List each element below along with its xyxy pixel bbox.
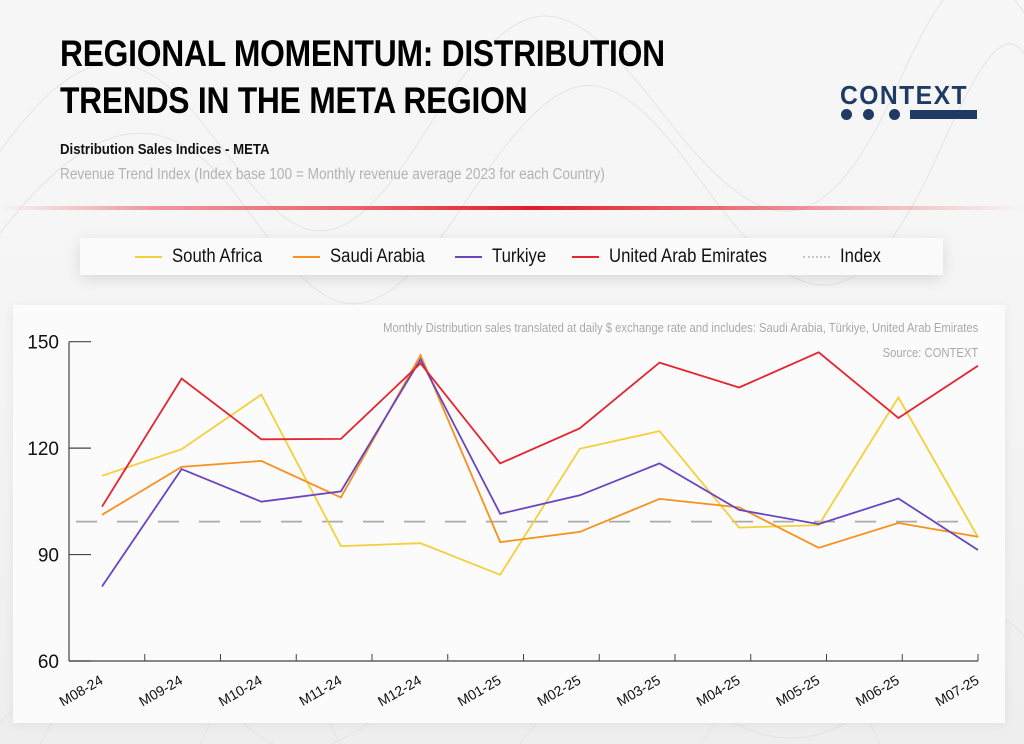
series-line-turkiye bbox=[101, 357, 979, 588]
logo-dot-1 bbox=[841, 109, 852, 120]
header-divider bbox=[0, 206, 1024, 210]
legend-item-uae[interactable]: United Arab Emirates bbox=[572, 238, 789, 275]
series-united-arab-emirates bbox=[101, 351, 979, 508]
x-tick-label: M08-24 bbox=[56, 672, 105, 710]
chart-legend: South Africa Saudi Arabia Turkiye United… bbox=[80, 238, 943, 275]
legend-label: United Arab Emirates bbox=[609, 245, 767, 267]
chart-note: Monthly Distribution sales translated at… bbox=[382, 321, 978, 335]
x-axis-labels: M08-24 M09-24 M10-24 M11-24 M12-24 M01-25 M02-… bbox=[56, 672, 981, 710]
x-tick-label: M09-24 bbox=[136, 672, 185, 710]
x-tick-label: M01-25 bbox=[455, 672, 504, 710]
chart-axes: 60 90 120 150 bbox=[27, 333, 979, 673]
legend-swatch-index bbox=[803, 255, 830, 258]
page-title: REGIONAL MOMENTUM: DISTRIBUTION TRENDS I… bbox=[60, 30, 665, 124]
x-tick-label: M05-25 bbox=[773, 672, 822, 710]
series-line-united-arab-emirates bbox=[101, 351, 979, 508]
title-line-2: TRENDS IN THE META REGION bbox=[60, 80, 528, 121]
y-tick-label: 90 bbox=[38, 546, 59, 567]
legend-swatch-saudi-arabia bbox=[293, 255, 320, 258]
x-tick-label: M11-24 bbox=[296, 672, 344, 709]
series-lines bbox=[101, 351, 979, 588]
legend-label: Saudi Arabia bbox=[330, 245, 425, 267]
x-tick-label: M02-25 bbox=[534, 672, 583, 710]
legend-swatch-turkiye bbox=[455, 255, 482, 258]
series-south-africa bbox=[101, 393, 979, 576]
chart-card bbox=[13, 305, 1005, 723]
chart-description: Revenue Trend Index (Index base 100 = Mo… bbox=[60, 166, 605, 183]
y-tick-label: 150 bbox=[27, 333, 59, 354]
logo-dot-2 bbox=[863, 109, 874, 120]
legend-swatch-south-africa bbox=[135, 255, 162, 258]
context-logo: CONTEXT bbox=[838, 80, 980, 124]
logo-text: CONTEXT bbox=[840, 80, 968, 110]
x-tick-label: M10-24 bbox=[216, 672, 265, 710]
x-tick-label: M12-24 bbox=[375, 672, 424, 710]
x-tick-label: M04-25 bbox=[693, 672, 742, 710]
legend-item-south-africa[interactable]: South Africa bbox=[135, 238, 274, 275]
series-line-saudi-arabia bbox=[101, 353, 979, 549]
chart-source: Source: CONTEXT bbox=[882, 346, 978, 360]
y-tick-label: 60 bbox=[38, 652, 59, 673]
logo-dot-3 bbox=[889, 109, 900, 120]
legend-label: South Africa bbox=[172, 245, 263, 267]
x-tick-label: M03-25 bbox=[614, 672, 663, 710]
x-tick-label: M06-25 bbox=[853, 672, 902, 710]
series-turkiye bbox=[101, 357, 979, 588]
legend-item-saudi-arabia[interactable]: Saudi Arabia bbox=[293, 238, 438, 275]
legend-label: Index bbox=[840, 245, 881, 267]
legend-item-turkiye[interactable]: Turkiye bbox=[455, 238, 554, 275]
legend-label: Turkiye bbox=[492, 245, 547, 267]
x-tick-label: M07-25 bbox=[932, 672, 981, 710]
series-line-south-africa bbox=[101, 393, 979, 576]
logo-bar bbox=[910, 110, 977, 119]
series-saudi-arabia bbox=[101, 353, 979, 549]
legend-item-index[interactable]: Index bbox=[803, 238, 886, 275]
legend-swatch-uae bbox=[572, 255, 599, 258]
chart-subtitle: Distribution Sales Indices - META bbox=[60, 141, 270, 158]
title-line-1: REGIONAL MOMENTUM: DISTRIBUTION bbox=[60, 33, 665, 74]
y-tick-label: 120 bbox=[27, 439, 59, 460]
